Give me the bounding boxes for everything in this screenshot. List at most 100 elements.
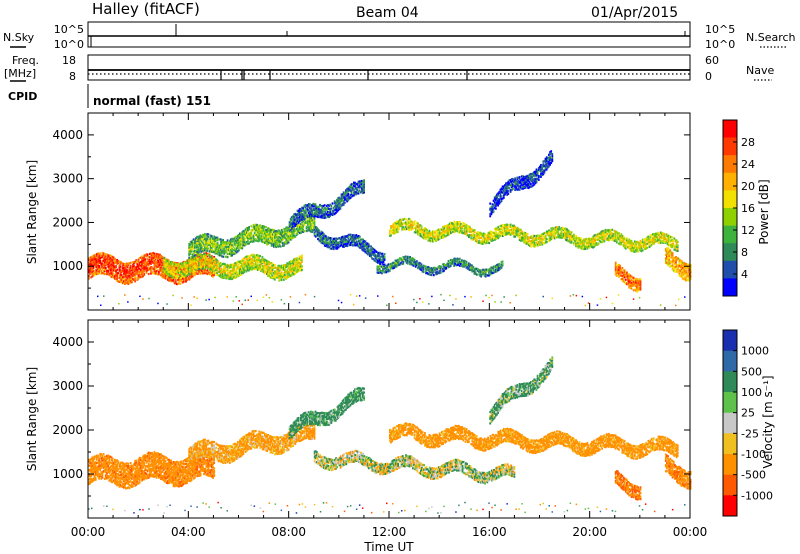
echo-cell — [580, 245, 583, 248]
echo-cell — [578, 242, 581, 245]
echo-cell — [519, 237, 522, 240]
echo-cell — [365, 243, 368, 246]
echo-cell — [143, 270, 146, 273]
echo-cell — [597, 235, 600, 239]
echo-cell — [456, 257, 459, 260]
echo-cell — [447, 230, 450, 234]
echo-cell — [301, 209, 303, 212]
echo-cell — [319, 236, 322, 239]
echo-cell — [100, 266, 103, 269]
echo-cell — [197, 259, 199, 262]
echo-cell — [287, 235, 290, 238]
echo-cell — [424, 232, 426, 235]
echo-cell — [265, 235, 267, 239]
echo-cell — [471, 264, 474, 267]
echo-cell — [229, 243, 231, 246]
echo-cell — [423, 265, 426, 268]
echo-cell — [593, 240, 596, 243]
echo-cell — [659, 240, 662, 243]
echo-cell — [261, 225, 264, 228]
echo-cell — [481, 273, 484, 276]
echo-cell — [303, 209, 306, 212]
echo-cell — [330, 247, 333, 250]
echo-cell — [171, 264, 173, 267]
echo-cell — [265, 240, 267, 243]
echo-cell — [292, 225, 294, 228]
echo-cell — [213, 246, 215, 249]
echo-cell — [198, 270, 201, 273]
echo-cell — [216, 243, 219, 246]
echo-cell — [232, 249, 235, 252]
echo-cell — [224, 263, 226, 266]
echo-cell — [194, 249, 196, 252]
echo-cell — [530, 240, 532, 243]
echo-cell — [287, 236, 290, 239]
echo-cell — [420, 268, 423, 271]
echo-cell — [474, 269, 477, 272]
echo-cell — [476, 268, 479, 271]
echo-cell — [289, 229, 292, 232]
echo-cell — [440, 228, 443, 231]
echo-cell — [541, 237, 544, 240]
echo-cell — [551, 228, 554, 232]
echo-cell — [284, 267, 286, 270]
echo-cell — [259, 266, 261, 269]
echo-cell — [553, 227, 556, 230]
echo-cell — [506, 232, 509, 236]
echo-cell — [600, 240, 602, 244]
echo-cell — [233, 238, 236, 242]
echo-cell — [240, 270, 242, 273]
echo-cell — [545, 232, 548, 235]
echo-cell — [585, 237, 588, 241]
echo-cell — [195, 246, 197, 249]
echo-cell — [139, 261, 142, 264]
echo-cell — [108, 267, 111, 270]
echo-cell — [214, 244, 217, 247]
nsearch-label: N.Search — [746, 31, 796, 44]
echo-cell — [591, 245, 593, 249]
echo-cell — [579, 237, 582, 240]
echo-cell — [299, 255, 302, 258]
echo-cell — [425, 267, 427, 270]
echo-cell — [523, 239, 526, 242]
echo-cell — [479, 272, 481, 276]
echo-cell — [301, 230, 303, 233]
echo-cell — [252, 240, 255, 243]
echo-cell — [545, 241, 548, 244]
echo-cell — [152, 254, 155, 257]
echo-cell — [250, 225, 253, 228]
echo-cell — [500, 231, 503, 234]
echo-cell — [234, 264, 237, 267]
echo-cell — [130, 272, 133, 275]
echo-cell — [332, 246, 335, 249]
echo-cell — [286, 276, 289, 279]
echo-cell — [216, 248, 219, 251]
echo-cell — [339, 244, 342, 247]
echo-cell — [251, 257, 254, 260]
echo-cell — [199, 238, 202, 241]
echo-cell — [488, 241, 491, 245]
echo-cell — [209, 238, 212, 241]
echo-cell — [278, 241, 281, 244]
echo-cell — [230, 246, 232, 249]
echo-cell — [471, 267, 474, 270]
echo-cell — [407, 220, 409, 223]
echo-cell — [330, 212, 333, 216]
echo-cell — [487, 268, 489, 271]
echo-cell — [560, 234, 563, 237]
echo-cell — [503, 226, 505, 229]
echo-cell — [281, 264, 284, 267]
echo-cell — [549, 232, 552, 235]
echo-cell — [283, 230, 285, 233]
echo-cell — [332, 206, 335, 209]
echo-cell — [318, 235, 321, 238]
echo-cell — [331, 202, 334, 205]
echo-cell — [250, 231, 253, 234]
echo-cell — [364, 243, 367, 246]
echo-cell — [337, 241, 340, 244]
echo-cell — [562, 234, 565, 238]
echo-cell — [204, 241, 206, 245]
echo-cell — [413, 220, 416, 223]
echo-cell — [339, 241, 342, 244]
echo-cell — [114, 266, 116, 269]
